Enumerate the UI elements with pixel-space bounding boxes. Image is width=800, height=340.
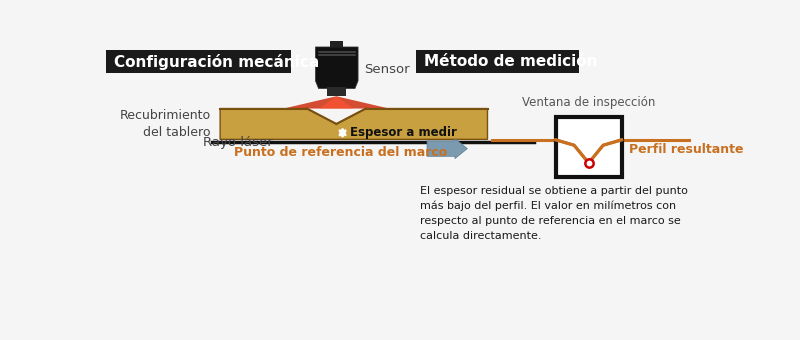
Polygon shape xyxy=(220,108,487,139)
Text: Sensor: Sensor xyxy=(364,63,410,76)
Text: Configuración mecánica: Configuración mecánica xyxy=(114,54,319,70)
Bar xyxy=(556,117,622,177)
Polygon shape xyxy=(315,47,358,88)
Bar xyxy=(327,87,346,96)
Polygon shape xyxy=(284,96,389,108)
Text: El espesor residual se obtiene a partir del punto
más bajo del perfil. El valor : El espesor residual se obtiene a partir … xyxy=(420,186,688,241)
Bar xyxy=(330,39,342,47)
Text: Ventana de inspección: Ventana de inspección xyxy=(522,96,655,108)
Text: Recubrimiento
del tablero: Recubrimiento del tablero xyxy=(120,109,211,139)
Text: Rayo láser: Rayo láser xyxy=(203,136,273,149)
Polygon shape xyxy=(319,96,354,108)
Text: Método de medición: Método de medición xyxy=(424,54,598,69)
Bar xyxy=(416,50,579,73)
Text: Punto de referencia del marco: Punto de referencia del marco xyxy=(234,146,447,159)
FancyArrow shape xyxy=(427,139,467,158)
Text: Perfil resultante: Perfil resultante xyxy=(630,142,744,156)
Text: Espesor a medir: Espesor a medir xyxy=(350,126,458,139)
Bar xyxy=(106,50,290,73)
